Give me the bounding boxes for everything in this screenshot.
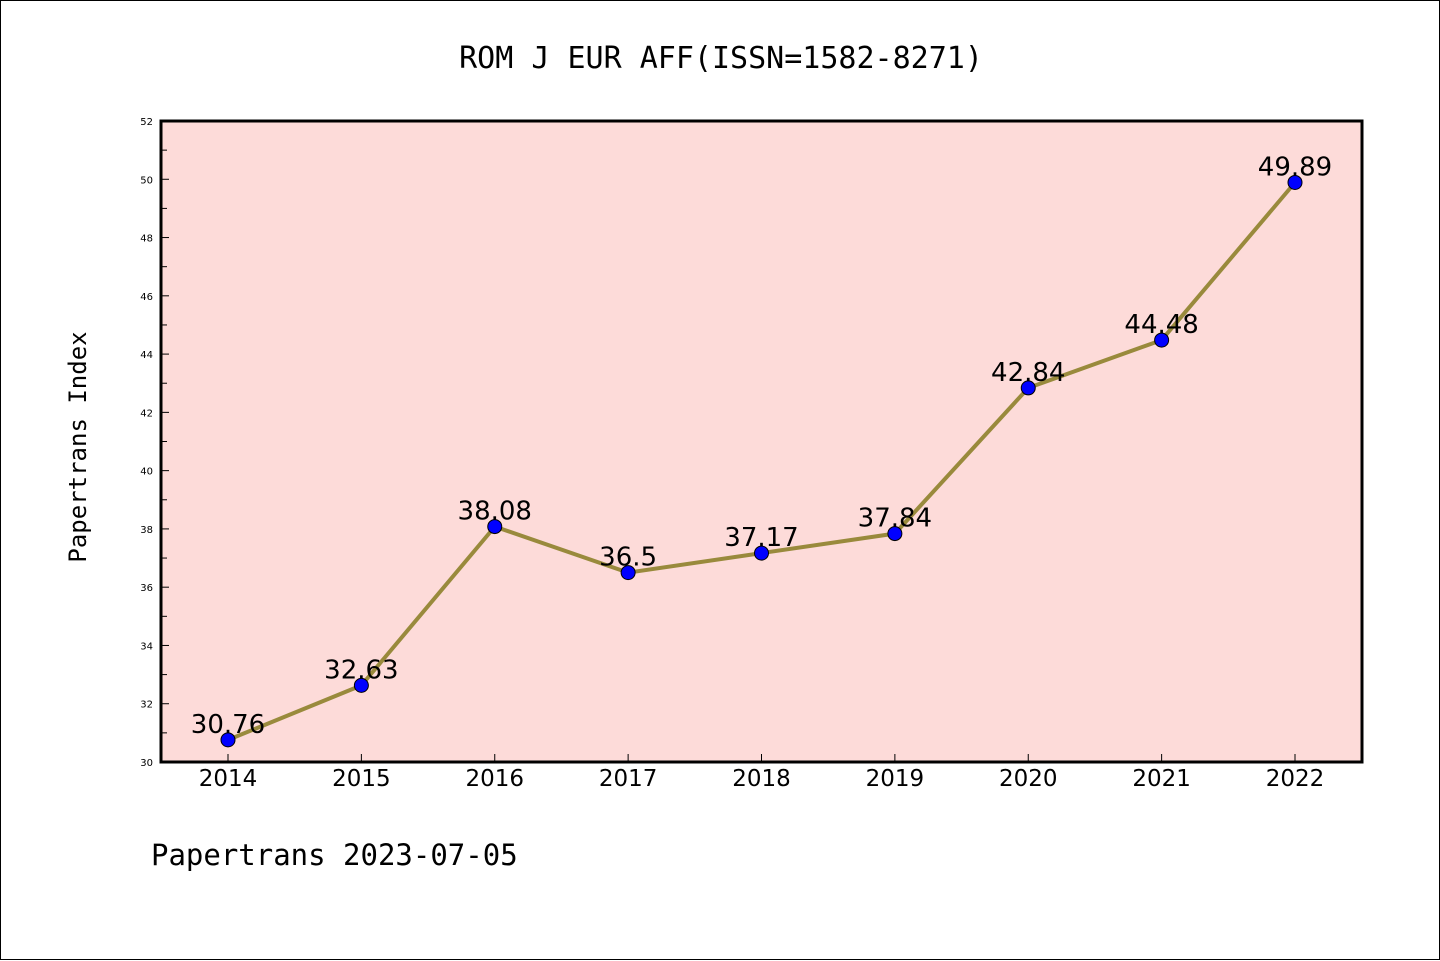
x-tick-label: 2021 xyxy=(1132,766,1191,792)
y-tick-label: 32 xyxy=(140,700,153,711)
y-tick-label: 40 xyxy=(140,467,153,478)
y-tick-label: 38 xyxy=(140,525,153,536)
y-tick-label: 42 xyxy=(140,408,153,419)
data-label: 38.08 xyxy=(458,497,532,527)
x-tick-label: 2019 xyxy=(866,766,925,792)
y-axis-label: Papertrans Index xyxy=(64,331,92,562)
y-tick-label: 52 xyxy=(140,117,153,128)
data-point xyxy=(887,526,903,542)
data-label: 37.84 xyxy=(858,504,932,534)
data-point xyxy=(487,519,503,535)
data-label: 42.84 xyxy=(991,358,1065,388)
data-points xyxy=(220,174,1303,748)
data-label: 32.63 xyxy=(324,655,398,685)
y-tick-label: 30 xyxy=(140,758,153,769)
data-point xyxy=(1020,380,1036,396)
plot-border xyxy=(159,119,1364,764)
data-label: 44.48 xyxy=(1124,310,1198,340)
y-tick-label: 44 xyxy=(140,350,153,361)
data-point xyxy=(353,677,369,693)
y-tick-label: 50 xyxy=(140,175,153,186)
data-label: 36.5 xyxy=(599,543,657,573)
data-label: 37.17 xyxy=(724,523,798,553)
x-tick-label: 2017 xyxy=(599,766,658,792)
y-tick-label: 34 xyxy=(140,641,153,652)
x-tick-label: 2018 xyxy=(732,766,791,792)
y-tick-label: 48 xyxy=(140,234,153,245)
y-tick-label: 46 xyxy=(140,292,153,303)
plot-area xyxy=(161,121,1362,762)
x-tick-label: 2014 xyxy=(199,766,258,792)
x-tick-label: 2022 xyxy=(1266,766,1325,792)
data-label: 49.89 xyxy=(1258,152,1332,182)
data-point xyxy=(220,732,236,748)
chart-title: ROM J EUR AFF(ISSN=1582-8271) xyxy=(459,41,983,76)
data-point xyxy=(1287,174,1303,190)
data-label: 30.76 xyxy=(191,710,265,740)
x-tick-label: 2016 xyxy=(465,766,524,792)
data-point xyxy=(754,545,769,561)
data-labels: 30.76 32.63 38.08 36.5 37.17 37.84 42.84 44.48 4… xyxy=(191,152,1332,739)
x-axis: 2014 2015 2016 2017 2018 2019 2020 2021 2022 xyxy=(199,754,1325,792)
x-tick-label: 2020 xyxy=(999,766,1058,792)
data-point xyxy=(1154,332,1170,348)
x-tick-label: 2015 xyxy=(332,766,391,792)
y-tick-label: 36 xyxy=(140,583,153,594)
footer-text: Papertrans 2023-07-05 xyxy=(151,838,518,872)
data-point xyxy=(620,565,636,581)
